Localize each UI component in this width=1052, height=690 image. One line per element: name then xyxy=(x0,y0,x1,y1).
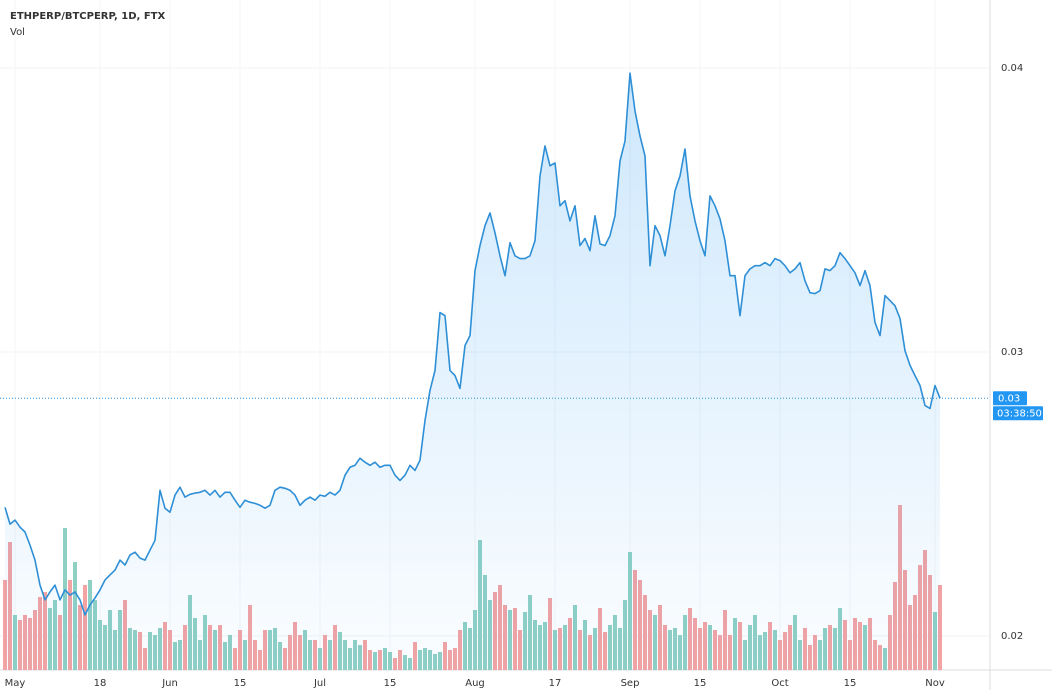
price-line xyxy=(4,72,941,616)
axis-labels: 0.02 0.03 0.04 May 18 Jun 15 Jul 15 Aug 17 Sep 15 Oct… xyxy=(5,63,1043,689)
x-tick-label: Jun xyxy=(161,678,178,689)
x-tick-label: May xyxy=(5,678,26,689)
last-price-label: 0.03 xyxy=(998,393,1020,404)
countdown-box xyxy=(993,406,1043,421)
volume-legend: Vol xyxy=(10,27,25,38)
x-tick-label: 15 xyxy=(844,678,857,689)
x-tick-label: 15 xyxy=(234,678,247,689)
last-price-box xyxy=(993,391,1027,406)
x-tick-label: 18 xyxy=(94,678,107,689)
x-tick-label: Aug xyxy=(465,678,485,689)
chart-title: ETHPERP/BTCPERP, 1D, FTX xyxy=(10,11,165,22)
countdown-label: 03:38:50 xyxy=(997,408,1042,419)
x-tick-label: 15 xyxy=(694,678,707,689)
y-tick-label: 0.03 xyxy=(1001,347,1023,358)
y-tick-label: 0.04 xyxy=(1001,63,1023,74)
price-pane xyxy=(0,72,990,670)
y-tick-label: 0.02 xyxy=(1001,631,1023,642)
x-tick-label: Nov xyxy=(925,678,945,689)
price-area xyxy=(5,73,940,670)
x-tick-label: Jul xyxy=(313,678,326,689)
x-tick-label: 17 xyxy=(549,678,562,689)
x-tick-label: Oct xyxy=(771,678,788,689)
x-tick-label: Sep xyxy=(621,678,640,689)
x-tick-label: 15 xyxy=(384,678,397,689)
